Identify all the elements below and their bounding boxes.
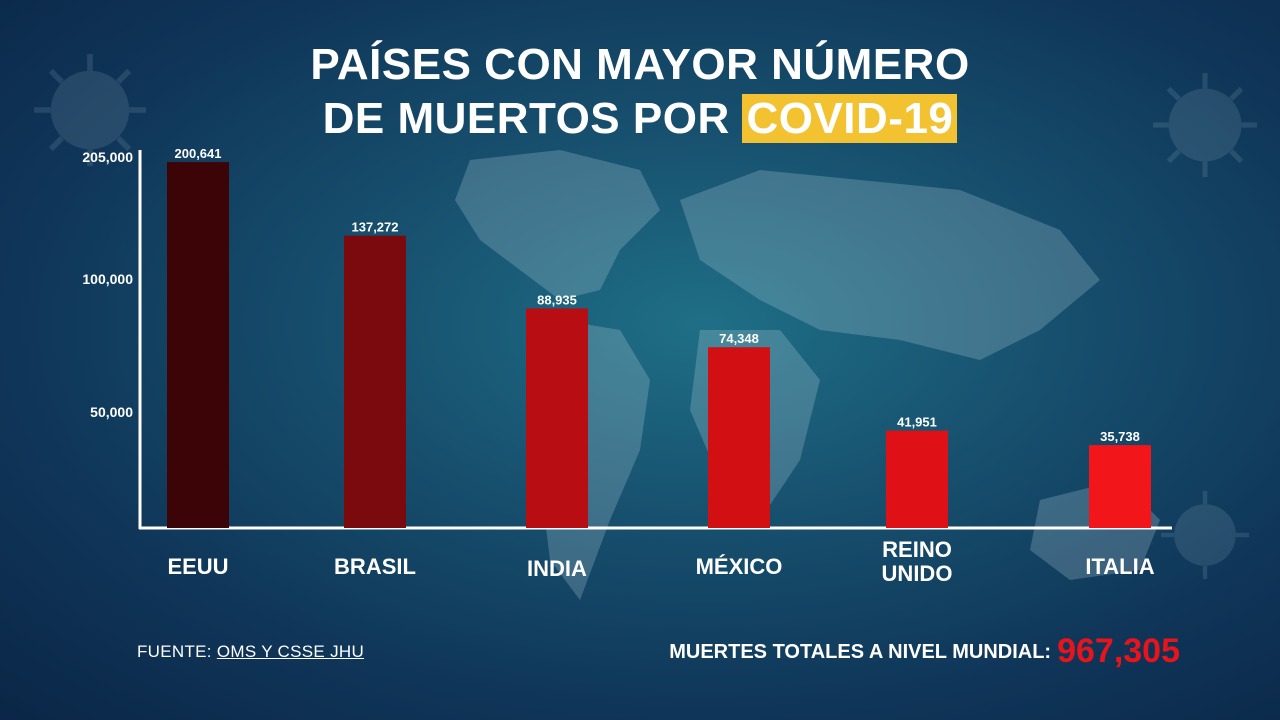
y-tick-label: 205,000: [82, 149, 133, 165]
bar-italia: [1089, 445, 1151, 528]
total-value: 967,305: [1057, 632, 1180, 670]
title-line-2-prefix: DE MUERTOS POR: [322, 94, 730, 143]
source-link[interactable]: OMS Y CSSE JHU: [216, 642, 365, 661]
y-tick-label: 100,000: [82, 271, 133, 287]
bar-eeuu: [167, 162, 229, 528]
x-tick-label: REINO: [882, 537, 952, 562]
bar-india: [526, 308, 588, 528]
x-tick-label: ITALIA: [1085, 554, 1154, 579]
data-label: 74,348: [719, 331, 759, 346]
x-tick-label: BRASIL: [334, 554, 416, 579]
y-tick-label: 50,000: [90, 404, 133, 420]
source-note: FUENTE: OMS Y CSSE JHU: [137, 642, 364, 662]
title-line-2: DE MUERTOS POR COVID-19: [0, 92, 1280, 146]
bar-brasil: [344, 235, 406, 528]
data-label: 88,935: [537, 292, 577, 307]
virus-decoration-icon: [1153, 73, 1257, 177]
source-prefix: FUENTE:: [137, 642, 212, 661]
x-tick-label: INDIA: [527, 556, 587, 581]
x-tick-label: MÉXICO: [696, 554, 783, 579]
data-label: 137,272: [352, 220, 399, 235]
virus-decoration-icon: [1161, 491, 1249, 579]
total-deaths: MUERTES TOTALES A NIVEL MUNDIAL: 967,305: [669, 632, 1180, 671]
bar-reino-unido: [886, 430, 948, 528]
data-label: 35,738: [1100, 429, 1140, 444]
bar-méxico: [708, 347, 770, 528]
x-tick-label: UNIDO: [882, 561, 953, 586]
virus-decoration-icon: [34, 54, 146, 166]
total-label: MUERTES TOTALES A NIVEL MUNDIAL:: [669, 641, 1052, 663]
chart-title: PAÍSES CON MAYOR NÚMERO DE MUERTOS POR C…: [0, 38, 1280, 146]
data-label: 41,951: [897, 415, 937, 430]
title-line-1: PAÍSES CON MAYOR NÚMERO: [310, 40, 970, 89]
data-label: 200,641: [175, 146, 222, 161]
title-highlight: COVID-19: [742, 94, 958, 143]
x-tick-label: EEUU: [167, 554, 228, 579]
